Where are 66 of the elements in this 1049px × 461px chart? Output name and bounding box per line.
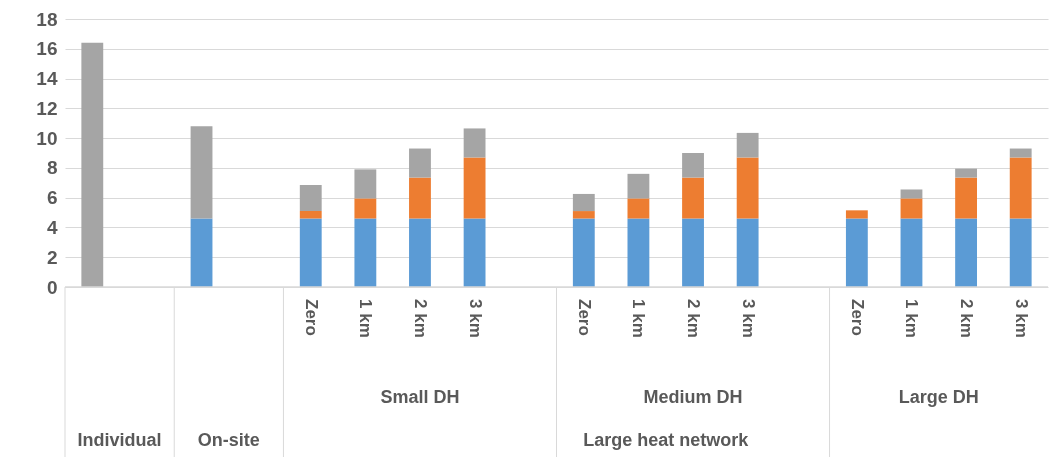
text: Large heat network [583,430,750,450]
bar [190,218,213,287]
text: On-site [197,430,260,450]
bar [409,218,431,287]
bar [900,198,923,219]
bar [845,218,868,287]
x-tick-label: 1 km [902,299,922,338]
x-tick-label: 3 km [1011,299,1031,338]
y-tick-label: 8 [46,157,58,179]
text: Individual [77,430,162,450]
y-tick-label: 6 [46,187,58,209]
text: Large DH [898,387,979,407]
bar [299,185,322,212]
bar [572,211,595,219]
bar [299,211,322,219]
y-tick-label: 10 [36,127,58,149]
bar [845,210,868,219]
bar [463,157,486,219]
x-tick-label: Zero [574,299,594,336]
bar [682,218,704,287]
bar [627,173,650,199]
x-tick-label: Zero [847,299,867,336]
y-tick-label: 16 [36,38,58,60]
bar [736,218,759,287]
bar [572,193,595,212]
x-tick-label: 1 km [629,299,649,338]
bar [900,218,923,287]
x-tick-label: 2 km [684,299,704,338]
bar [682,177,704,219]
bar [627,198,650,219]
y-tick-label: 12 [36,97,58,119]
bar [1009,157,1032,219]
bar [409,177,431,219]
bar [900,189,923,199]
y-tick-label: 14 [36,68,58,90]
bar [1009,218,1032,287]
bar [627,218,650,287]
y-tick-label: 4 [46,216,58,238]
bar [736,157,759,219]
x-tick-label: 2 km [410,299,430,338]
bar [81,42,104,287]
bar [955,168,978,178]
y-tick-label: 0 [46,276,58,298]
x-tick-label: 3 km [738,299,758,338]
bar [409,148,431,178]
bar [463,218,486,287]
text: Small DH [380,387,460,407]
bar [354,169,377,199]
bar [354,218,377,287]
bar [299,218,322,287]
bar [572,218,595,287]
bar [190,126,213,219]
bar [463,128,486,158]
x-tick-label: 1 km [356,299,376,338]
bar [955,177,978,219]
bar [354,198,377,219]
x-tick-label: Zero [301,299,321,336]
bar [1009,148,1032,158]
x-tick-label: 3 km [465,299,485,338]
y-tick-label: 18 [36,8,58,30]
bar [736,132,759,158]
text: Medium DH [643,387,743,407]
bar [955,218,978,287]
y-tick-label: 2 [46,246,58,268]
bar [682,153,704,178]
x-tick-label: 2 km [957,299,977,338]
